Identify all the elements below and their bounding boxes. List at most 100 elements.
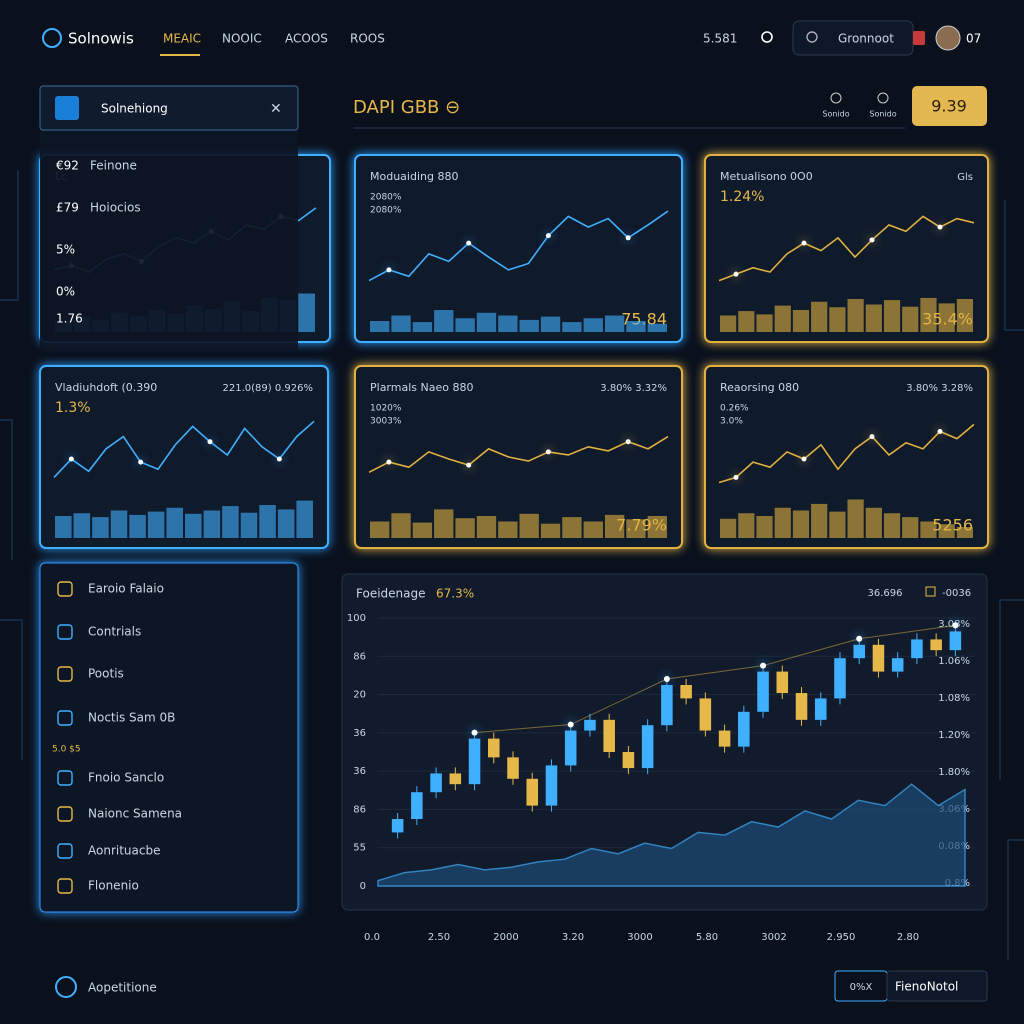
action-icon[interactable] <box>877 92 889 104</box>
nav-item[interactable]: NOOIC <box>222 32 262 46</box>
menu-item[interactable]: Pootis <box>88 667 124 681</box>
node <box>625 439 631 445</box>
volume-bar <box>604 315 625 332</box>
volume-bar <box>455 318 475 332</box>
y2-tick-label: 1.08% <box>938 693 970 704</box>
node <box>869 434 875 440</box>
volume-bar <box>277 509 295 538</box>
volume-bar <box>847 299 864 332</box>
panel-right: 221.0(89) 0.926% <box>223 383 313 394</box>
node <box>663 676 670 682</box>
main-chart-title: Foeidenage <box>356 587 426 601</box>
volume-bar <box>391 315 411 332</box>
volume-bar <box>756 314 773 332</box>
node <box>625 235 631 241</box>
y-tick-label: 55 <box>353 843 366 854</box>
network-line <box>474 624 956 734</box>
nav-item[interactable]: ACOOS <box>285 32 328 46</box>
volume-bar <box>720 518 737 538</box>
volume-bar <box>92 517 109 538</box>
volume-bar <box>434 310 454 332</box>
candle <box>430 773 442 793</box>
node <box>545 233 551 239</box>
price-line <box>368 435 669 474</box>
side-label: Hoiocios <box>90 201 141 215</box>
volume-bar <box>519 319 539 332</box>
volume-bar <box>811 503 828 538</box>
main-chart-stat2: -0036 <box>942 588 971 599</box>
action-label[interactable]: Sonido <box>869 110 896 119</box>
panel-title: Metualisono 0O0 <box>720 170 813 183</box>
volume-bar <box>938 524 955 538</box>
search-icon[interactable] <box>761 31 773 43</box>
volume-bar <box>583 318 603 332</box>
gold-button[interactable] <box>912 86 987 126</box>
menu-item[interactable]: Aonrituacbe <box>88 844 160 858</box>
notification-icon[interactable] <box>913 31 925 45</box>
area <box>377 783 966 887</box>
price-line <box>718 423 975 484</box>
candle <box>930 639 942 651</box>
volume-bar <box>956 527 973 538</box>
panel-right: 3.80% 3.28% <box>906 383 973 394</box>
volume-bar <box>476 312 497 332</box>
volume-bar <box>583 521 603 538</box>
candle <box>911 639 923 659</box>
candle <box>949 631 962 651</box>
side-icon <box>55 96 79 120</box>
volume-bar <box>455 518 475 538</box>
footer-field[interactable] <box>886 970 988 1002</box>
avatar[interactable] <box>935 25 961 51</box>
logo-icon <box>42 28 62 48</box>
panel-right: 3.80% 3.32% <box>600 383 667 394</box>
panel <box>704 365 989 549</box>
footer-left: Aopetitione <box>88 981 157 995</box>
footer-right: FienoNotol <box>895 980 958 994</box>
volume-bar <box>604 514 625 538</box>
menu-icon <box>57 624 73 640</box>
node <box>801 456 807 462</box>
action-label[interactable]: Sonido <box>822 110 849 119</box>
action-icon[interactable] <box>830 92 842 104</box>
volume-bar <box>720 315 737 332</box>
panel <box>39 365 329 549</box>
node <box>545 449 551 455</box>
side-panel-header <box>39 85 299 131</box>
price-line <box>368 210 669 282</box>
volume-bar <box>519 513 539 538</box>
menu-item[interactable]: 5.0 $5 <box>52 745 81 755</box>
node <box>856 635 863 642</box>
volume-bar <box>370 321 390 332</box>
node <box>138 459 144 465</box>
close-icon[interactable]: ✕ <box>270 101 282 117</box>
y-tick-label: 86 <box>353 651 366 662</box>
panel-sub: 3003% <box>370 417 402 427</box>
menu-item[interactable]: Naionc Samena <box>88 807 182 821</box>
volume-bar <box>540 316 561 332</box>
price-line <box>718 215 975 282</box>
candle <box>564 730 577 766</box>
candle <box>391 819 404 833</box>
nav-item[interactable]: MEAIC <box>163 32 201 46</box>
candle <box>411 792 423 819</box>
candle <box>603 719 615 752</box>
menu-item[interactable]: Noctis Sam 0B <box>88 711 175 725</box>
candle <box>757 671 769 712</box>
nav-item[interactable]: ROOS <box>350 32 385 46</box>
menu-icon <box>57 710 73 726</box>
panel-title: Reaorsing 080 <box>720 381 799 394</box>
menu-item[interactable]: Contrials <box>88 625 141 639</box>
menu-panel <box>39 562 299 913</box>
candle <box>814 698 827 720</box>
node <box>68 456 74 462</box>
candle <box>449 773 462 785</box>
node <box>466 240 472 246</box>
candle <box>795 693 808 720</box>
node <box>276 456 282 462</box>
menu-item[interactable]: Earoio Falaio <box>88 582 164 596</box>
menu-item[interactable]: Fnoio Sanclo <box>88 771 164 785</box>
node <box>801 240 807 246</box>
volume-bar <box>55 516 72 538</box>
volume-bar <box>562 517 582 538</box>
menu-item[interactable]: Flonenio <box>88 879 139 893</box>
